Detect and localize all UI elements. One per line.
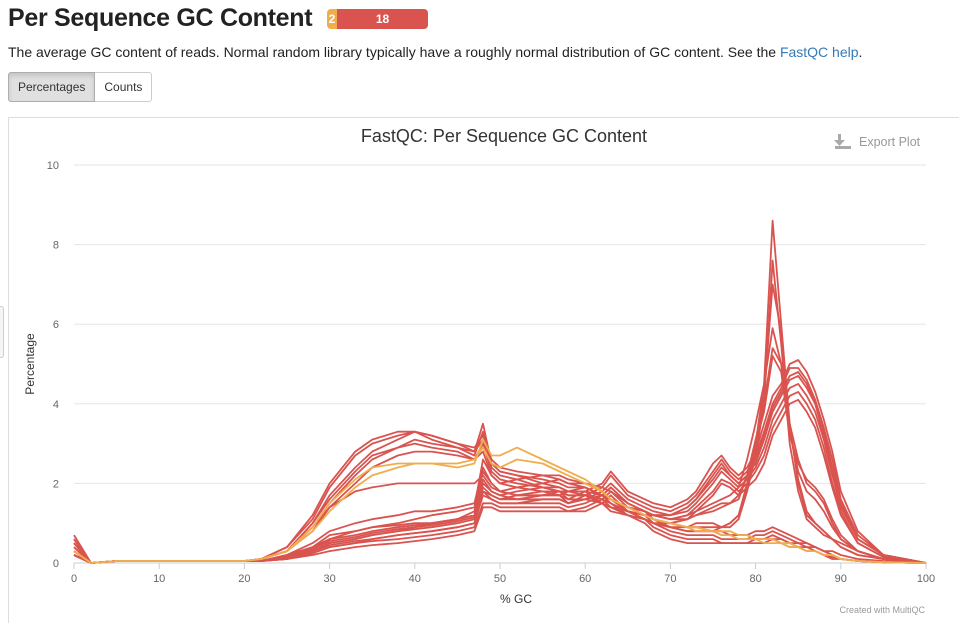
series-line-warn[interactable] <box>73 446 927 564</box>
export-plot-label: Export Plot <box>859 135 921 149</box>
y-tick-label: 0 <box>53 558 59 570</box>
series-line-fail[interactable] <box>73 490 927 564</box>
series-line-fail[interactable] <box>73 371 927 564</box>
fail-count-badge[interactable]: 18 <box>337 9 428 29</box>
y-tick-label: 4 <box>53 399 59 411</box>
y-tick-label: 8 <box>53 240 59 252</box>
x-tick-label: 40 <box>409 573 421 585</box>
data-toggle-group: Percentages Counts <box>8 72 153 102</box>
x-tick-label: 100 <box>917 573 935 585</box>
export-plot-button[interactable]: Export Plot <box>834 134 921 149</box>
side-panel-toggle[interactable] <box>0 306 4 358</box>
y-tick-label: 10 <box>47 160 59 172</box>
section-description: The average GC content of reads. Normal … <box>8 44 862 60</box>
x-axis-label: % GC <box>500 592 532 606</box>
x-tick-label: 80 <box>749 573 761 585</box>
plot-container: 0 2 4 6 8 10 0 10 20 30 40 50 60 70 80 90 100 FastQC: P… <box>8 117 959 623</box>
chart-title: FastQC: Per Sequence GC Content <box>361 126 647 146</box>
x-tick-label: 30 <box>323 573 335 585</box>
status-badges: 2 18 <box>327 9 428 29</box>
x-tick-label: 90 <box>835 573 847 585</box>
gc-content-chart: 0 2 4 6 8 10 0 10 20 30 40 50 60 70 80 90 100 FastQC: P… <box>23 126 935 615</box>
page-title: Per Sequence GC Content <box>8 4 313 32</box>
x-tick-label: 10 <box>153 573 165 585</box>
series-line-fail[interactable] <box>73 474 927 564</box>
fastqc-help-link[interactable]: FastQC help <box>779 44 859 60</box>
multiqc-credit: Created with MultiQC <box>839 605 925 615</box>
description-text: The average GC content of reads. Normal … <box>8 44 780 60</box>
series-line-fail[interactable] <box>73 367 927 564</box>
tab-percentages[interactable]: Percentages <box>8 72 96 102</box>
series-line-fail[interactable] <box>73 259 927 564</box>
series-line-fail[interactable] <box>73 466 927 564</box>
description-end: . <box>858 44 863 60</box>
grid-lines <box>74 164 926 564</box>
series-group <box>73 219 927 564</box>
x-tick-label: 20 <box>238 573 250 585</box>
series-line-fail[interactable] <box>73 482 927 564</box>
series-line-fail[interactable] <box>73 359 927 564</box>
x-tick-label: 60 <box>579 573 591 585</box>
y-tick-label: 2 <box>53 478 59 490</box>
warn-count-badge[interactable]: 2 <box>327 9 337 29</box>
y-axis-label: Percentage <box>23 333 37 395</box>
x-axis-ticks: 0 10 20 30 40 50 60 70 80 90 100 <box>71 563 935 585</box>
tab-counts[interactable]: Counts <box>95 72 153 102</box>
y-tick-label: 6 <box>53 319 59 331</box>
y-axis-ticks: 0 2 4 6 8 10 <box>47 160 59 570</box>
x-tick-label: 0 <box>71 573 77 585</box>
x-tick-label: 50 <box>494 573 506 585</box>
x-tick-label: 70 <box>664 573 676 585</box>
series-line-fail[interactable] <box>73 283 927 564</box>
download-icon <box>834 134 851 149</box>
series-line-fail[interactable] <box>73 327 927 564</box>
